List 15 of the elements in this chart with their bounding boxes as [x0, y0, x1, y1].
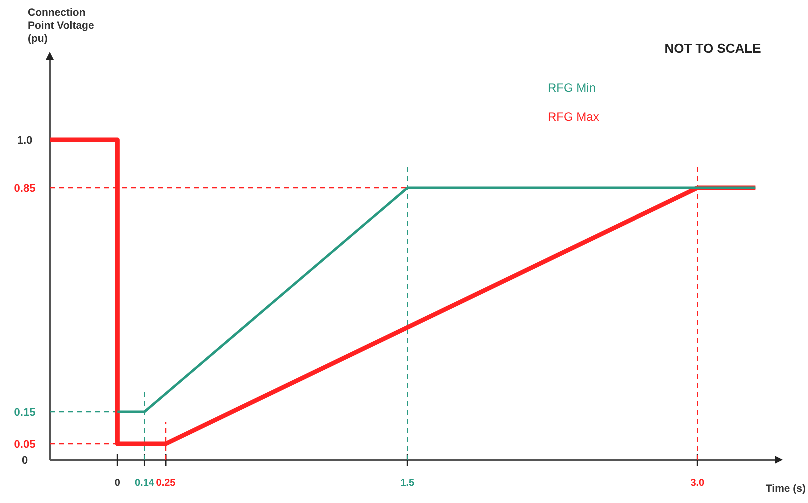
- text: RFG Min: [548, 81, 596, 95]
- text: NOT TO SCALE: [664, 41, 762, 56]
- x-tick-label: 0.14: [135, 478, 155, 489]
- x-tick-label: 1.5: [400, 478, 416, 489]
- y-tick-label: 0: [22, 454, 28, 467]
- x-tick-label: 0.25: [156, 478, 176, 489]
- x-tick-label: 0: [114, 478, 121, 489]
- x-tick-label: 3.0: [690, 478, 706, 489]
- text: RFG Max: [548, 110, 600, 124]
- y-tick-label: 0.15: [14, 406, 36, 419]
- y-tick-label: 0.85: [14, 182, 36, 195]
- x-axis-title: Time (s): [766, 483, 806, 495]
- y-tick-label: 0.05: [14, 438, 36, 451]
- y-axis-title: Connection Point Voltage (pu): [28, 7, 94, 45]
- y-tick-label: 1.0: [17, 134, 33, 147]
